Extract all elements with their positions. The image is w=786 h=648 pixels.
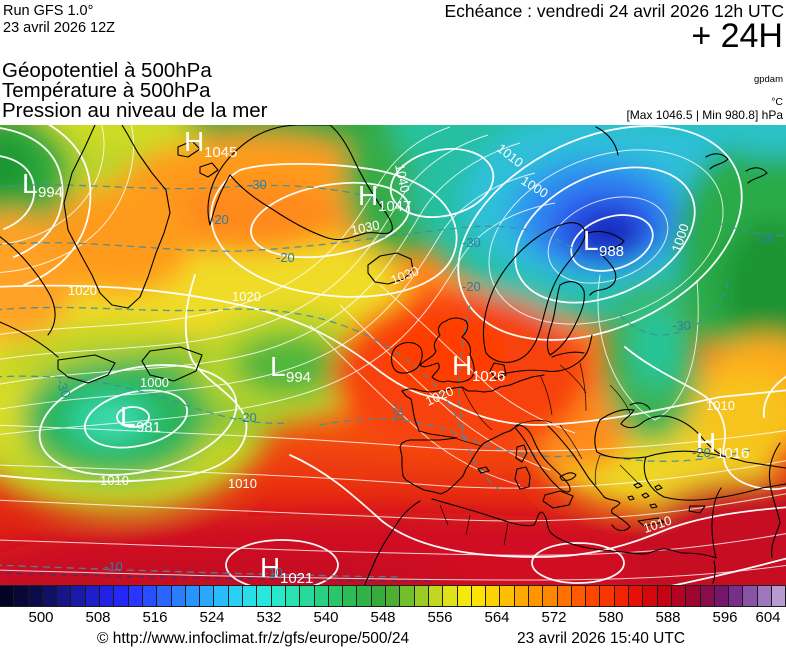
svg-text:988: 988	[599, 243, 624, 260]
svg-text:1026: 1026	[472, 368, 505, 385]
svg-text:-20: -20	[389, 401, 407, 422]
svg-text:-20: -20	[692, 445, 711, 460]
svg-text:-20: -20	[462, 279, 481, 294]
svg-text:H: H	[184, 126, 204, 157]
svg-text:-30: -30	[462, 235, 481, 250]
svg-text:-30: -30	[248, 177, 267, 192]
svg-text:1040: 1040	[392, 163, 413, 194]
svg-text:-30: -30	[672, 318, 691, 333]
svg-text:H: H	[358, 180, 378, 211]
svg-text:994: 994	[38, 184, 63, 201]
svg-text:1030: 1030	[350, 217, 381, 238]
svg-text:L: L	[583, 225, 599, 256]
svg-text:1000: 1000	[140, 375, 169, 390]
svg-text:L: L	[120, 401, 136, 432]
svg-text:H: H	[696, 427, 716, 458]
svg-text:1020: 1020	[232, 289, 261, 304]
svg-text:1021: 1021	[280, 570, 313, 585]
svg-text:1010: 1010	[100, 473, 129, 488]
svg-text:1016: 1016	[716, 445, 749, 462]
svg-text:H: H	[260, 552, 280, 583]
svg-text:1047: 1047	[378, 198, 411, 215]
svg-text:994: 994	[286, 369, 311, 386]
svg-text:-20: -20	[756, 231, 775, 246]
svg-text:1010: 1010	[706, 398, 735, 413]
svg-text:-20: -20	[276, 250, 295, 265]
svg-text:981: 981	[136, 419, 161, 436]
svg-text:-10: -10	[264, 565, 283, 580]
svg-text:-20: -20	[210, 212, 229, 227]
svg-text:-30: -30	[53, 377, 74, 400]
svg-text:1020: 1020	[68, 283, 97, 298]
svg-text:L: L	[22, 168, 38, 199]
svg-text:H: H	[452, 350, 472, 381]
svg-text:-10: -10	[104, 559, 123, 574]
svg-text:L: L	[270, 351, 286, 382]
svg-text:1045: 1045	[204, 144, 237, 161]
svg-text:-20: -20	[238, 410, 257, 425]
svg-text:1010: 1010	[228, 476, 257, 491]
